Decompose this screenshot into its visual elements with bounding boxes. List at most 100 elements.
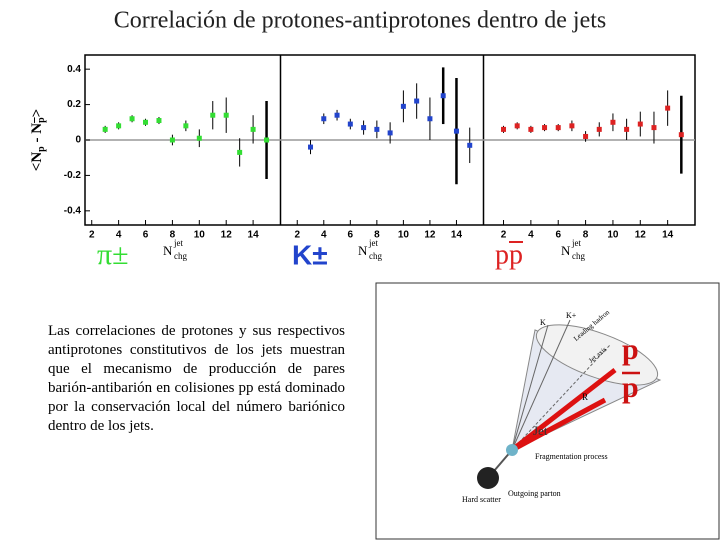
data-point: [210, 112, 216, 118]
data-point: [361, 125, 367, 131]
x-tick-label: 10: [398, 230, 410, 241]
data-point: [569, 123, 575, 129]
data-point: [555, 125, 561, 131]
x-tick-label: 10: [194, 230, 206, 241]
data-point-group: [250, 115, 256, 144]
data-point: [651, 125, 657, 131]
data-point: [427, 116, 433, 122]
x-axis-label: N: [358, 243, 368, 258]
y-tick-label: 0.4: [67, 64, 81, 75]
x-axis-label-sub: chg: [572, 251, 585, 261]
x-axis-label-sup: jet: [571, 238, 581, 248]
x-tick-label: 2: [89, 230, 95, 241]
y-tick-label: 0.2: [67, 99, 81, 110]
y-axis-label-part: p: [36, 146, 47, 152]
data-point: [610, 119, 616, 125]
data-point-group: [374, 120, 380, 139]
data-point-group: [129, 115, 135, 123]
data-point: [665, 105, 671, 111]
data-point-group: [624, 118, 630, 140]
diagram-label: Outgoing parton: [508, 489, 561, 498]
x-tick-label: 10: [607, 230, 619, 241]
data-point-group: [427, 97, 433, 140]
x-axis-label: N: [561, 243, 571, 258]
data-point: [264, 137, 270, 143]
data-point-group: [156, 116, 162, 125]
hard-scatter: [477, 467, 499, 489]
data-point: [308, 144, 314, 150]
data-point-group: [528, 125, 534, 133]
data-point-group: [116, 122, 122, 130]
data-point-group: [321, 113, 327, 125]
x-axis-label-sub: chg: [369, 251, 382, 261]
data-point-group: [440, 67, 446, 125]
proton-track: [510, 368, 617, 452]
diagram-frame: [375, 282, 720, 540]
data-point-group: [665, 90, 671, 126]
x-tick-label: 6: [143, 230, 149, 241]
y-tick-label: -0.2: [64, 170, 82, 181]
data-point-group: [223, 97, 229, 133]
data-point: [237, 149, 243, 155]
x-tick-label: 6: [555, 230, 561, 241]
data-point: [250, 126, 256, 132]
x-tick-label: 8: [583, 230, 589, 241]
x-tick-label: 14: [248, 230, 260, 241]
cone-end: [535, 324, 659, 386]
diagram-label: R: [582, 392, 588, 402]
data-point: [624, 126, 630, 132]
diagram-label: K+: [566, 311, 577, 320]
data-point-group: [501, 125, 507, 133]
data-point-group: [637, 111, 643, 137]
data-point-group: [183, 120, 189, 132]
x-axis-label: N: [163, 243, 173, 258]
data-point-group: [334, 109, 340, 121]
diagram-label: Jet: [533, 423, 548, 438]
x-tick-label: 14: [451, 230, 463, 241]
y-axis-label-part: - N: [29, 123, 45, 146]
x-tick-label: 6: [348, 230, 354, 241]
data-point-group: [361, 120, 367, 135]
x-axis-label-sub: chg: [174, 251, 187, 261]
data-point-group: [400, 90, 406, 123]
data-point: [501, 126, 507, 132]
track: [511, 319, 571, 451]
data-point: [542, 125, 548, 131]
x-tick-label: 12: [221, 230, 233, 241]
data-point: [637, 121, 643, 127]
data-point-group: [264, 101, 270, 179]
data-point: [374, 126, 380, 132]
y-axis-label-part: >: [29, 109, 45, 118]
data-point: [467, 142, 473, 148]
data-point: [440, 93, 446, 99]
data-point-group: [210, 101, 216, 130]
x-tick-label: 8: [170, 230, 176, 241]
fragmentation-point: [506, 444, 518, 456]
data-point-group: [583, 131, 589, 142]
track: [511, 344, 611, 451]
data-point-group: [596, 122, 602, 137]
diagram: K K+ Leading hadron Jet axis R Jet Fragm…: [375, 282, 720, 540]
y-axis-label-part: p: [36, 117, 47, 123]
data-point: [400, 103, 406, 109]
data-point-group: [169, 134, 175, 146]
y-tick-label: 0: [75, 135, 81, 146]
data-point-group: [569, 120, 575, 132]
x-tick-label: 4: [116, 230, 122, 241]
data-point-group: [414, 83, 420, 119]
slide-title: Correlación de protones-antiprotones den…: [114, 8, 607, 34]
particle-label: K±: [292, 239, 328, 270]
y-tick-label: -0.4: [64, 205, 82, 216]
data-point-group: [467, 127, 473, 164]
data-point-group: [237, 138, 243, 167]
particle-label: pp: [495, 239, 523, 270]
data-point: [414, 98, 420, 104]
track: [511, 324, 549, 451]
x-tick-label: 8: [374, 230, 380, 241]
data-point: [169, 137, 175, 143]
data-point: [334, 112, 340, 118]
data-point: [321, 116, 327, 122]
data-point: [102, 126, 108, 132]
